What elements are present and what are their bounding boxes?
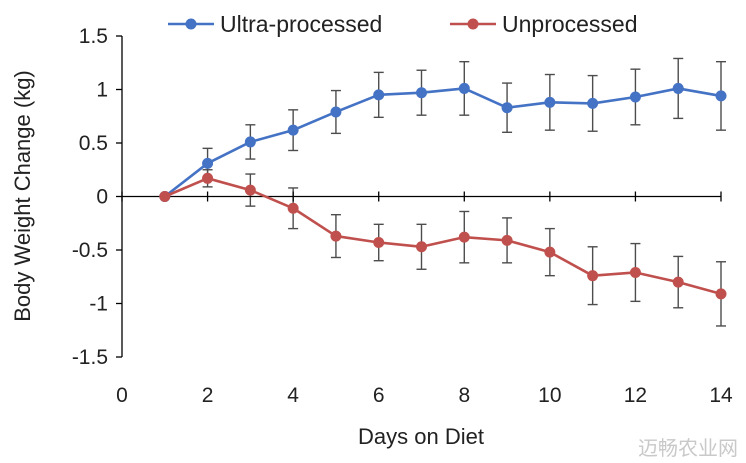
data-point-unprocessed xyxy=(330,230,342,242)
y-tick-label: 0 xyxy=(96,186,108,209)
x-tick-label: 12 xyxy=(624,384,647,407)
y-tick-label: -0.5 xyxy=(72,239,108,262)
data-point-unprocessed xyxy=(416,241,427,253)
data-point-ultra-processed xyxy=(330,106,342,118)
y-tick-label: -1 xyxy=(89,293,108,316)
data-point-ultra-processed xyxy=(587,97,599,109)
data-point-unprocessed xyxy=(587,270,599,282)
x-tick-label: 14 xyxy=(709,384,733,407)
data-point-unprocessed xyxy=(244,184,256,196)
watermark: 迈畅农业网 xyxy=(638,436,738,460)
legend: Ultra-processed Unprocessed xyxy=(168,11,638,37)
data-point-unprocessed xyxy=(458,231,470,243)
data-point-ultra-processed xyxy=(373,89,385,101)
y-tick-label: 0.5 xyxy=(79,132,108,155)
data-point-unprocessed xyxy=(544,246,556,258)
x-tick-label: 0 xyxy=(116,384,128,407)
x-tick-label: 6 xyxy=(373,384,385,407)
data-point-unprocessed xyxy=(202,172,214,184)
data-point-ultra-processed xyxy=(715,90,727,102)
axes: 1.5 1 0.5 0 -0.5 -1 -1.5 0 2 4 6 8 10 12 14 xyxy=(72,25,733,407)
legend-label-unprocessed: Unprocessed xyxy=(502,11,638,37)
series-line-unprocessed xyxy=(164,177,722,296)
data-point-unprocessed xyxy=(287,202,299,214)
data-point-ultra-processed xyxy=(202,157,214,169)
data-point-unprocessed xyxy=(501,234,513,246)
x-axis-title: Days on Diet xyxy=(358,424,484,449)
data-point-ultra-processed xyxy=(416,87,427,99)
data-point-unprocessed xyxy=(672,276,684,288)
y-tick-label: -1.5 xyxy=(72,346,108,369)
x-tick-label: 10 xyxy=(538,384,561,407)
legend-marker-ultra-processed xyxy=(185,18,197,30)
data-point-unprocessed xyxy=(629,266,641,278)
data-series xyxy=(159,82,727,300)
series-line-ultra-processed xyxy=(163,87,722,198)
data-point-ultra-processed xyxy=(672,82,684,94)
y-axis-title: Body Weight Change (kg) xyxy=(10,70,35,322)
data-point-ultra-processed xyxy=(629,91,641,103)
x-tick-label: 2 xyxy=(202,384,214,407)
x-tick-label: 8 xyxy=(458,384,470,407)
data-point-ultra-processed xyxy=(544,96,556,108)
data-point-ultra-processed xyxy=(244,136,256,148)
data-point-unprocessed xyxy=(373,237,385,249)
data-point-unprocessed xyxy=(159,191,171,202)
legend-marker-unprocessed xyxy=(467,18,479,30)
legend-label-ultra-processed: Ultra-processed xyxy=(220,11,382,37)
data-point-ultra-processed xyxy=(501,102,513,114)
data-point-ultra-processed xyxy=(458,82,470,94)
y-tick-label: 1.5 xyxy=(79,25,108,48)
y-tick-label: 1 xyxy=(96,79,108,102)
data-point-unprocessed xyxy=(715,288,727,300)
x-tick-label: 4 xyxy=(287,384,299,407)
data-point-ultra-processed xyxy=(287,124,299,136)
